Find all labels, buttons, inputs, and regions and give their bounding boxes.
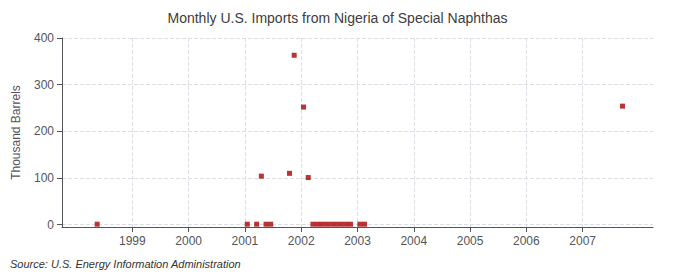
svg-text:200: 200 <box>34 124 54 138</box>
svg-text:Thousand Barrels: Thousand Barrels <box>9 85 23 180</box>
svg-text:100: 100 <box>34 171 54 185</box>
svg-text:2004: 2004 <box>400 234 427 248</box>
svg-text:2001: 2001 <box>232 234 259 248</box>
svg-text:2000: 2000 <box>175 234 202 248</box>
svg-text:2002: 2002 <box>288 234 315 248</box>
svg-text:2003: 2003 <box>344 234 371 248</box>
svg-text:1999: 1999 <box>119 234 146 248</box>
svg-text:Source: U.S. Energy Informatio: Source: U.S. Energy Information Administ… <box>10 258 241 270</box>
svg-text:300: 300 <box>34 78 54 92</box>
svg-text:2006: 2006 <box>513 234 540 248</box>
svg-text:0: 0 <box>47 218 54 232</box>
svg-text:2007: 2007 <box>569 234 596 248</box>
svg-text:2005: 2005 <box>457 234 484 248</box>
svg-text:400: 400 <box>34 31 54 45</box>
svg-text:Monthly U.S. Imports from Nige: Monthly U.S. Imports from Nigeria of Spe… <box>167 10 507 26</box>
